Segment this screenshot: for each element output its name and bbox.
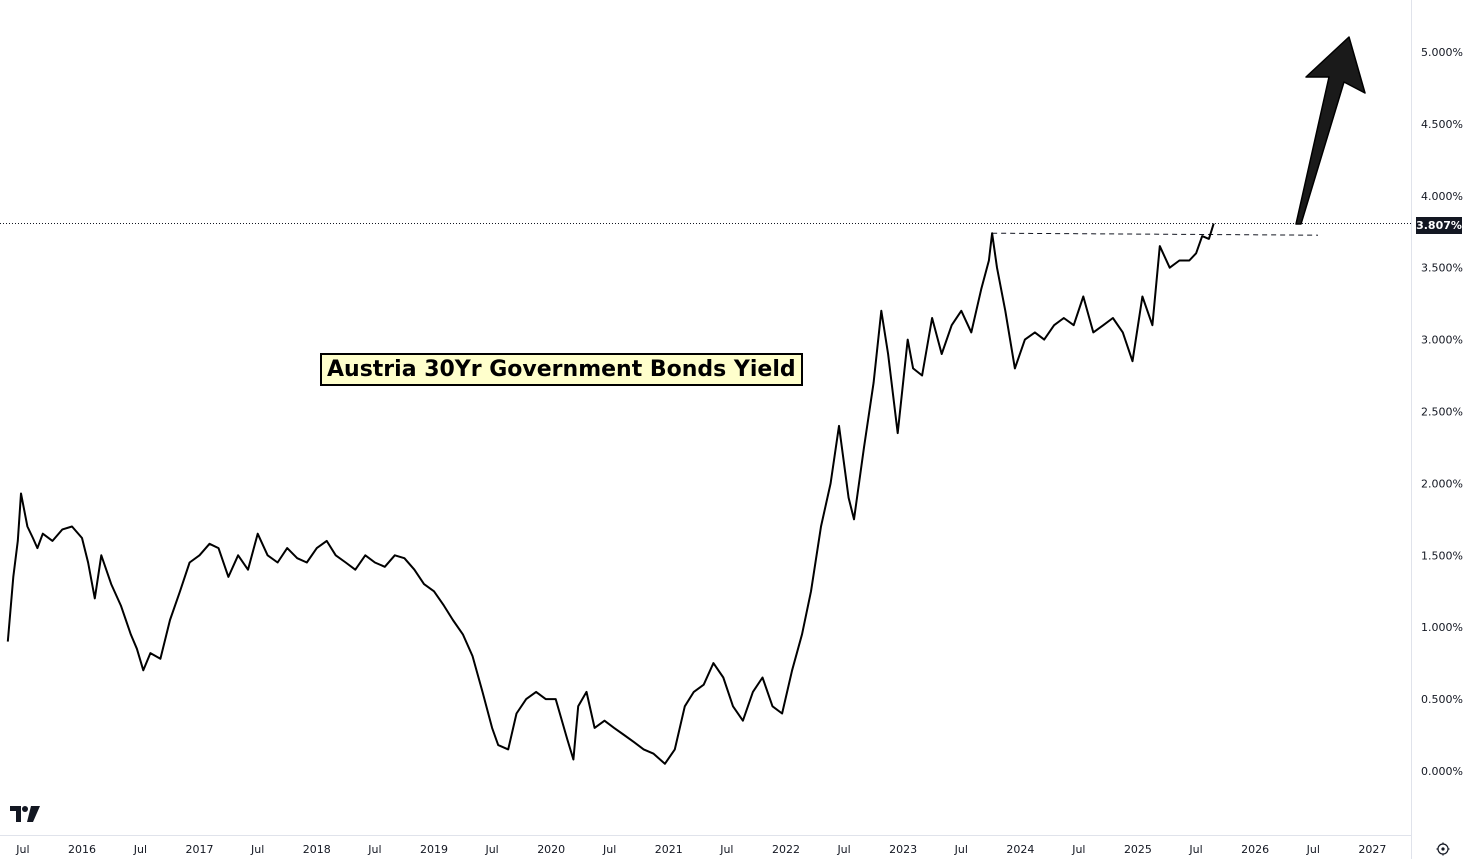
y-tick-label: 1.000% [1421, 621, 1463, 634]
up-arrow-annotation [1295, 36, 1366, 225]
x-tick-label: 2018 [303, 843, 331, 856]
x-tick-label: Jul [1306, 843, 1320, 856]
x-tick-label: Jul [719, 843, 733, 856]
y-tick-label: 3.500% [1421, 262, 1463, 275]
y-tick-label: 2.500% [1421, 406, 1463, 419]
x-axis: Jul 2016 Jul 2017 Jul 2018 Jul 2019 Jul 2020 Jul 20… [15, 843, 1386, 856]
x-tick-label: 2026 [1241, 843, 1269, 856]
x-tick-label: 2023 [889, 843, 917, 856]
x-tick-label: 2016 [68, 843, 96, 856]
x-tick-label: Jul [15, 843, 29, 856]
x-tick-label: Jul [602, 843, 616, 856]
settings-gear-icon[interactable] [1433, 839, 1453, 859]
x-tick-label: 2019 [420, 843, 448, 856]
x-tick-label: Jul [484, 843, 498, 856]
y-tick-label: 5.000% [1421, 46, 1463, 59]
y-tick-label: 4.500% [1421, 118, 1463, 131]
series-line-0 [6, 223, 1215, 765]
y-tick-label: 4.000% [1421, 190, 1463, 203]
y-axis: 5.000% 4.500% 4.000% 3.500% 3.000% 2.500% 2.00… [1421, 46, 1463, 778]
x-tick-label: 2020 [537, 843, 565, 856]
x-tick-label: Jul [133, 843, 147, 856]
x-tick-label: 2024 [1006, 843, 1034, 856]
plot-area [0, 36, 1411, 765]
y-tick-label: 3.000% [1421, 334, 1463, 347]
chart-title: Austria 30Yr Government Bonds Yield [320, 353, 803, 386]
y-tick-label: 1.500% [1421, 549, 1463, 562]
x-tick-label: Jul [836, 843, 850, 856]
y-tick-label: 2.000% [1421, 477, 1463, 490]
x-tick-label: 2025 [1124, 843, 1152, 856]
resistance-line [992, 232, 1319, 236]
y-tick-label: 0.500% [1421, 693, 1463, 706]
x-tick-label: Jul [250, 843, 264, 856]
tradingview-logo-icon[interactable] [10, 806, 40, 826]
x-tick-label: Jul [1071, 843, 1085, 856]
x-tick-label: Jul [1188, 843, 1202, 856]
x-tick-label: 2022 [772, 843, 800, 856]
x-tick-label: 2017 [186, 843, 214, 856]
x-tick-label: 2021 [655, 843, 683, 856]
last-value-label: 3.807% [1416, 217, 1462, 234]
y-tick-label: 0.000% [1421, 765, 1463, 778]
x-tick-label: Jul [954, 843, 968, 856]
x-tick-label: Jul [367, 843, 381, 856]
x-tick-label: 2027 [1358, 843, 1386, 856]
